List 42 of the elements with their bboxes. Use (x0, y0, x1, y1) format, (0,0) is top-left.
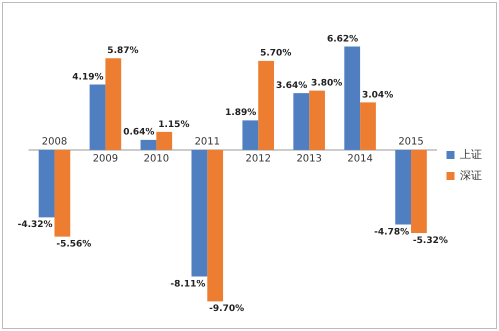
bar (411, 150, 427, 233)
data-label: -5.32% (412, 236, 448, 246)
data-label: -8.11% (170, 279, 206, 290)
bar (360, 102, 376, 150)
bar (395, 150, 412, 225)
data-label: -4.32% (18, 220, 53, 230)
data-label: 1.15% (158, 120, 190, 130)
x-tick-label: 2012 (245, 153, 271, 164)
x-tick-label: 2015 (398, 136, 424, 148)
data-label: -4.78% (374, 227, 410, 238)
x-tick-label: 2009 (92, 153, 118, 164)
bar (156, 132, 172, 150)
bar (242, 120, 258, 150)
data-label: -9.70% (209, 304, 244, 314)
data-label: 3.04% (362, 90, 394, 100)
data-label: 0.64% (123, 128, 154, 138)
data-label: 6.62% (326, 34, 358, 44)
x-tick-label: 2008 (42, 136, 68, 148)
data-label: 4.19% (72, 72, 104, 82)
x-tick-label: 2011 (194, 136, 220, 148)
legend-label: 深证 (460, 168, 482, 182)
bar (258, 60, 274, 150)
x-tick-label: 2010 (144, 153, 170, 164)
bar (207, 150, 224, 302)
bar (309, 90, 325, 150)
data-label: 5.70% (260, 48, 292, 59)
bar (105, 58, 122, 150)
data-label: 3.64% (276, 80, 308, 91)
data-label: -5.56% (56, 240, 92, 250)
x-tick-label: 2014 (347, 153, 373, 164)
bar (90, 84, 106, 150)
bar (293, 93, 310, 150)
x-tick-label: 2013 (296, 153, 322, 164)
bar (54, 150, 70, 237)
bar (38, 150, 54, 218)
data-label: 5.87% (107, 46, 139, 56)
data-label: 3.80% (311, 78, 342, 88)
bar (140, 140, 156, 150)
bar (191, 150, 208, 276)
data-label: 1.89% (225, 108, 256, 118)
legend-label: 上证 (460, 148, 482, 161)
bar (344, 46, 360, 150)
